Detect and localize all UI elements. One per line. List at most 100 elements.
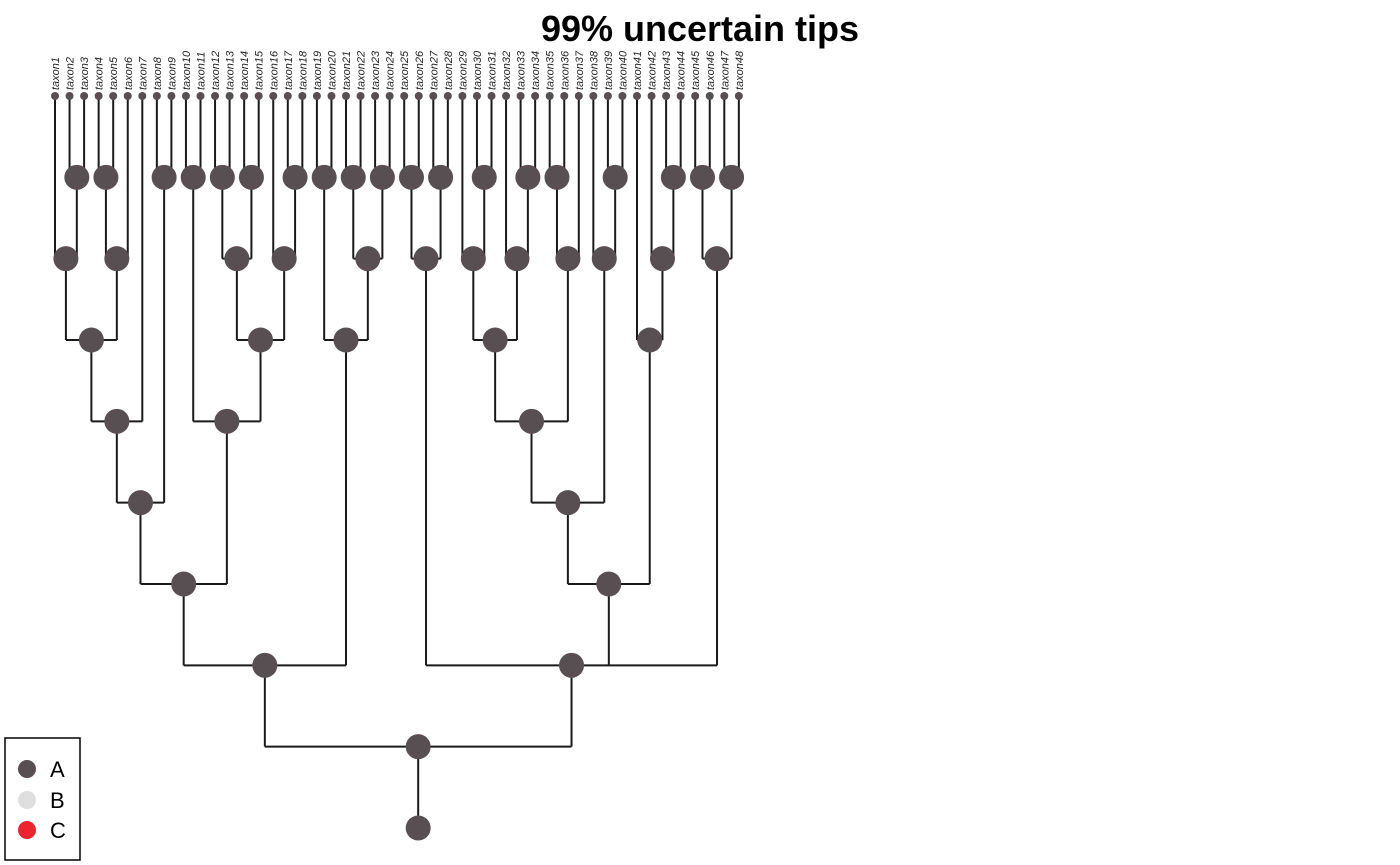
tip-label: taxon37 <box>574 50 586 90</box>
tip-label: taxon46 <box>705 50 717 90</box>
tip-label: taxon17 <box>283 50 295 90</box>
tip-marker <box>400 92 409 100</box>
tip-marker <box>516 92 525 100</box>
tree-branches <box>54 96 740 828</box>
internal-node-marker <box>719 164 745 190</box>
tip-marker <box>109 92 118 100</box>
internal-node-marker <box>311 164 337 190</box>
tip-label: taxon44 <box>676 51 688 90</box>
tip-marker <box>371 92 380 100</box>
tip-label: taxon31 <box>487 51 499 90</box>
internal-node-marker <box>171 571 197 597</box>
tip-marker <box>269 92 278 100</box>
internal-node-marker <box>224 246 250 272</box>
internal-node-marker <box>596 571 622 597</box>
internal-node-marker <box>602 164 628 190</box>
tip-label: taxon8 <box>152 56 164 90</box>
internal-node-marker <box>209 164 235 190</box>
legend-swatch-b <box>18 791 36 809</box>
tip-marker <box>225 92 234 100</box>
internal-node-marker <box>151 164 177 190</box>
tip-label: taxon10 <box>181 50 193 90</box>
tip-marker <box>589 92 598 100</box>
tip-marker <box>472 92 481 100</box>
tip-markers <box>51 92 743 100</box>
tip-label: taxon30 <box>472 50 484 90</box>
tip-marker <box>356 92 365 100</box>
tip-marker <box>603 92 612 100</box>
internal-node-marker <box>544 164 570 190</box>
tip-marker <box>283 92 292 100</box>
chart-title: 99% uncertain tips <box>541 8 859 49</box>
internal-node-marker <box>104 408 130 434</box>
internal-node-marker <box>515 164 541 190</box>
tip-marker <box>94 92 103 100</box>
internal-node-marker <box>214 408 240 434</box>
internal-node-marker <box>180 164 206 190</box>
internal-node-marker <box>64 164 90 190</box>
tip-marker <box>662 92 671 100</box>
tip-label: taxon16 <box>268 50 280 90</box>
tip-label: taxon18 <box>297 50 309 90</box>
tip-label: taxon23 <box>370 50 382 90</box>
tip-marker <box>734 92 743 100</box>
tip-marker <box>676 92 685 100</box>
internal-node-marker <box>591 246 617 272</box>
tip-label: taxon36 <box>559 50 571 90</box>
tip-marker <box>342 92 350 100</box>
tip-label: taxon47 <box>719 50 731 90</box>
tip-label: taxon26 <box>414 50 426 90</box>
tip-marker <box>327 92 336 100</box>
tip-label: taxon14 <box>239 51 251 90</box>
internal-node-marker <box>405 815 431 841</box>
tip-label: taxon13 <box>225 50 237 90</box>
legend-box <box>4 737 81 861</box>
internal-node-marker <box>649 246 675 272</box>
internal-node-marker <box>340 164 366 190</box>
tip-marker <box>312 92 321 100</box>
internal-node-marker <box>413 246 439 272</box>
tip-label: taxon22 <box>356 51 368 90</box>
tip-marker <box>531 92 540 100</box>
tip-label: taxon5 <box>108 56 120 90</box>
tip-marker <box>429 92 438 100</box>
tip-marker <box>196 92 205 100</box>
tip-label: taxon4 <box>94 57 106 90</box>
internal-node-marker <box>704 246 730 272</box>
tip-label: taxon11 <box>196 52 208 90</box>
tip-label: taxon12 <box>210 51 222 90</box>
tip-label: taxon20 <box>326 50 338 90</box>
internal-node-marker <box>555 490 581 516</box>
internal-node-marker <box>405 734 431 760</box>
tip-label: taxon43 <box>661 50 673 90</box>
tip-label: taxon38 <box>588 50 600 90</box>
tip-label: taxon1 <box>50 57 62 90</box>
internal-node-marker <box>482 327 508 353</box>
internal-node-marker <box>398 164 424 190</box>
tip-marker <box>167 92 176 100</box>
tip-marker <box>705 92 714 100</box>
internal-node-marker <box>78 327 104 353</box>
legend: A B C <box>4 737 81 861</box>
tip-marker <box>385 92 394 100</box>
tip-marker <box>545 92 554 100</box>
tip-label: taxon39 <box>603 51 615 90</box>
internal-node-marker <box>355 246 381 272</box>
internal-node-marker <box>428 164 454 190</box>
tip-label: taxon45 <box>690 50 702 90</box>
tip-labels: taxon1 taxon2 taxon3 taxon4 taxon5 taxon6 taxo… <box>50 50 746 90</box>
tip-label: taxon3 <box>79 56 91 90</box>
tip-marker <box>647 92 656 100</box>
tip-marker <box>254 92 263 100</box>
tip-label: taxon34 <box>530 51 542 90</box>
internal-node-marker <box>471 164 497 190</box>
tip-marker <box>487 92 496 100</box>
internal-node-marker <box>660 164 686 190</box>
tip-label: taxon42 <box>647 51 659 90</box>
tip-label: taxon15 <box>254 50 266 90</box>
internal-node-marker <box>519 408 545 434</box>
internal-node-marker <box>238 164 264 190</box>
tip-label: taxon25 <box>399 50 411 90</box>
tip-marker <box>211 92 220 100</box>
tip-label: taxon33 <box>516 50 528 90</box>
